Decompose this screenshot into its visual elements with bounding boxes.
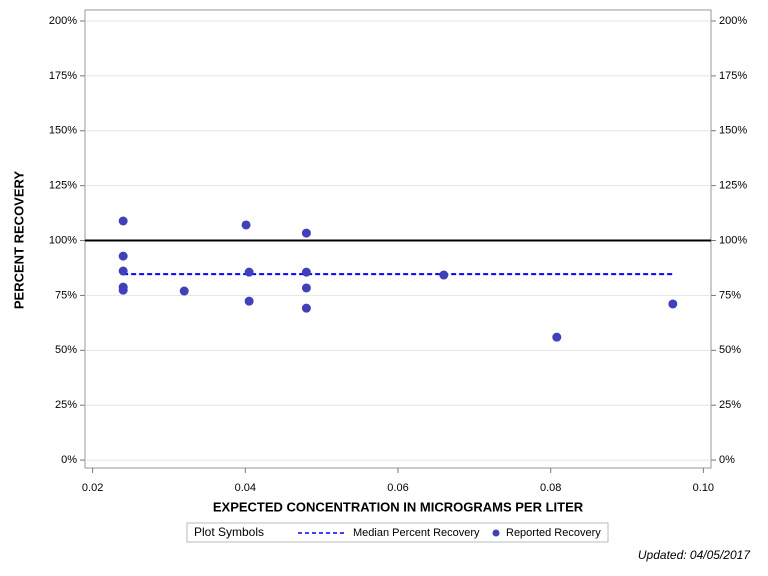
point — [439, 270, 449, 280]
y2-tick-label: 100% — [719, 234, 747, 246]
y-tick-label: 125% — [49, 180, 77, 192]
y2-tick-label: 200% — [719, 15, 747, 27]
legend-swatch — [492, 529, 500, 537]
y2-tick-label: 150% — [719, 125, 747, 137]
point — [179, 286, 189, 296]
point — [668, 299, 678, 309]
x-tick-label: 0.10 — [693, 482, 714, 494]
y-tick-label: 0% — [61, 454, 77, 466]
y-tick-label: 75% — [55, 289, 77, 301]
point — [118, 285, 128, 295]
point — [552, 332, 562, 342]
legend-title: Plot Symbols — [194, 525, 264, 539]
y-tick-label: 25% — [55, 399, 77, 411]
legend-label: Reported Recovery — [506, 527, 601, 539]
x-tick-label: 0.06 — [387, 482, 408, 494]
point — [118, 266, 128, 276]
y-tick-label: 175% — [49, 70, 77, 82]
legend-label: Median Percent Recovery — [353, 527, 480, 539]
point — [301, 283, 311, 293]
plot-frame — [84, 9, 712, 469]
y2-tick-label: 0% — [719, 454, 735, 466]
point — [244, 296, 254, 306]
y2-tick-label: 175% — [719, 70, 747, 82]
point — [244, 267, 254, 277]
y-axis-label: PERCENT RECOVERY — [11, 171, 26, 310]
point — [301, 303, 311, 313]
y-tick-label: 150% — [49, 125, 77, 137]
y2-tick-label: 125% — [719, 180, 747, 192]
y-tick-label: 200% — [49, 15, 77, 27]
point — [301, 267, 311, 277]
point — [118, 251, 128, 261]
y2-tick-label: 75% — [719, 289, 741, 301]
x-tick-label: 0.02 — [82, 482, 103, 494]
footnote: Updated: 04/05/2017 — [638, 548, 751, 562]
legend-box — [186, 522, 609, 543]
x-tick-label: 0.04 — [235, 482, 256, 494]
point — [301, 228, 311, 238]
y-tick-label: 100% — [49, 234, 77, 246]
x-axis-label: EXPECTED CONCENTRATION IN MICROGRAMS PER… — [213, 499, 584, 514]
x-tick-label: 0.08 — [540, 482, 561, 494]
point — [118, 216, 128, 226]
y2-tick-label: 25% — [719, 399, 741, 411]
point — [241, 220, 251, 230]
y-tick-label: 50% — [55, 344, 77, 356]
y2-tick-label: 50% — [719, 344, 741, 356]
